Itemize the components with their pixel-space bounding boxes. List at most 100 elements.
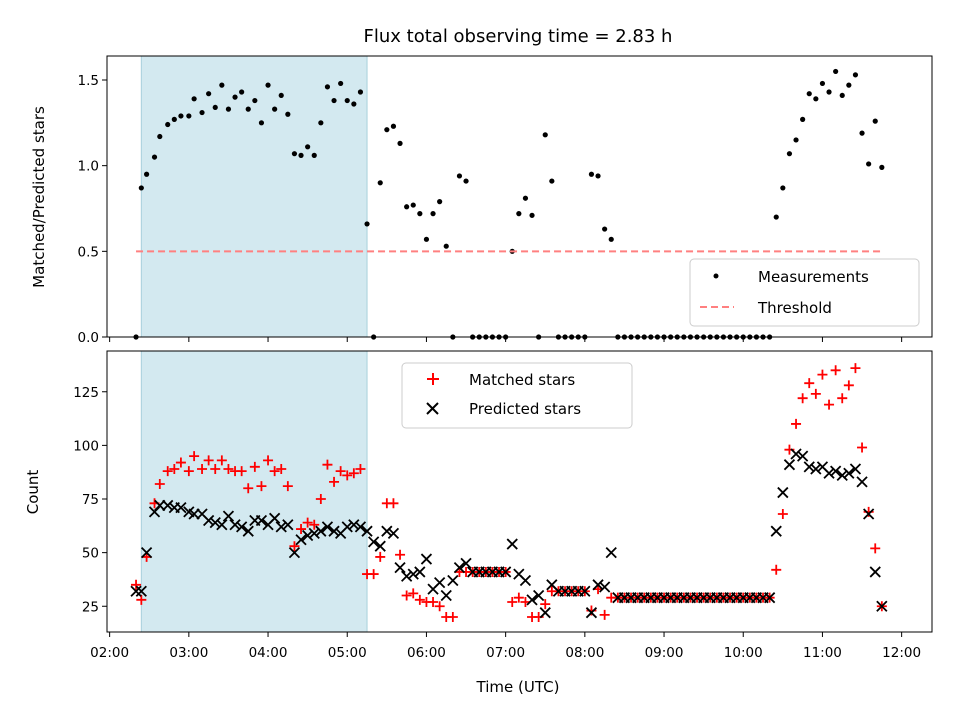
y-tick-label: 0.5 [78,244,99,260]
predicted-point [526,594,538,606]
measurement-point [806,91,812,97]
legend-label-measurements: Measurements [758,268,869,286]
matched-point [599,609,610,620]
predicted-point [506,538,518,550]
measurement-point [588,171,595,177]
bottom-axes-frame [106,350,933,633]
legend-marker-predicted [426,402,439,415]
x-tick-label: 12:00 [882,645,921,661]
predicted-point [255,514,268,527]
x-tick-label: 05:00 [328,645,367,661]
predicted-point [519,574,532,587]
chart-title: Flux total observing time = 2.83 h [364,26,673,47]
measurement-point [225,106,232,112]
measurement-point [212,104,218,111]
matched-point [843,380,854,391]
predicted-point [876,600,888,612]
measurement-point [430,211,436,217]
measurement-point [780,185,786,191]
predicted-point [810,463,822,475]
top-legend: Measurements Threshold [689,258,920,327]
predicted-point [341,521,353,533]
measurement-point [186,113,192,119]
matched-point [256,481,267,492]
predicted-point [453,562,466,574]
measurement-point [331,97,337,104]
measurement-point [549,178,555,184]
legend-label-matched: Matched stars [469,371,575,389]
measurement-point [272,106,278,112]
matched-point [797,393,808,404]
measurement-point [443,243,449,249]
y-tick-label: 50 [82,546,99,562]
matched-point [131,579,142,590]
bottom-panel: 25 50 75 100 125 02:00 03:00 04:00 05:00 06:00 07:… [24,350,933,696]
predicted-point [585,607,598,619]
matched-point [408,588,419,599]
matched-point [289,541,300,552]
legend-label-threshold: Threshold [757,299,832,317]
matched-point [302,517,313,528]
matched-point [329,476,340,487]
measurement-point [324,84,331,90]
top-axes-frame [106,55,933,338]
measurement-point [364,221,370,227]
predicted-point [830,465,842,477]
matched-point [817,369,828,380]
predicted-point [140,546,153,559]
matched-point [824,399,835,410]
top-y-axis-label: Matched/Predicted stars [30,106,48,288]
predicted-point [869,566,881,578]
predicted-point [783,459,796,471]
bottom-y-axis-label: Count [24,470,42,515]
top-axis-ticks: 0.0 0.5 1.0 1.5 [78,73,903,346]
predicted-point [592,579,604,591]
measurement-point [833,68,839,75]
measurement-point [410,202,416,208]
measurement-point [357,89,364,95]
matched-point [777,509,788,520]
measurement-point [866,161,872,167]
predicted-point [539,607,551,619]
matched-point [870,543,881,554]
measurement-point [852,72,859,78]
measurement-point [178,113,184,119]
matched-point [355,463,366,474]
matched-point [183,466,194,477]
matched-point [263,455,274,466]
measurement-point [516,211,522,217]
predicted-point [790,448,802,460]
measurement-point [595,173,601,179]
x-tick-label: 06:00 [407,645,446,661]
predicted-point [236,521,248,533]
measurement-point [171,116,177,122]
measurement-point [318,120,324,126]
predicted-point [242,525,254,537]
predicted-point [836,469,848,482]
measurement-point [377,180,383,186]
predicted-point [599,581,611,593]
y-tick-label: 75 [82,492,99,508]
measurement-point [602,226,608,232]
matched-point [447,611,458,622]
predicted-point [282,519,294,531]
bottom-legend-box [401,362,633,429]
predicted-point [308,527,320,539]
matched-point [368,569,379,580]
y-tick-label: 125 [73,385,99,401]
bottom-shaded-region [140,350,368,633]
measurement-point [285,111,291,117]
predicted-point [849,463,862,475]
predicted-point [209,516,221,529]
predicted-point [354,521,367,533]
predicted-point [434,577,446,589]
measurement-point [232,94,238,100]
measurement-point [826,89,832,95]
x-tick-label: 04:00 [249,645,288,661]
predicted-point [500,566,512,578]
measurement-point [846,82,852,88]
measurement-point [390,123,397,129]
top-legend-box [689,258,920,327]
measurement-point [239,89,245,95]
matched-point [837,393,848,404]
